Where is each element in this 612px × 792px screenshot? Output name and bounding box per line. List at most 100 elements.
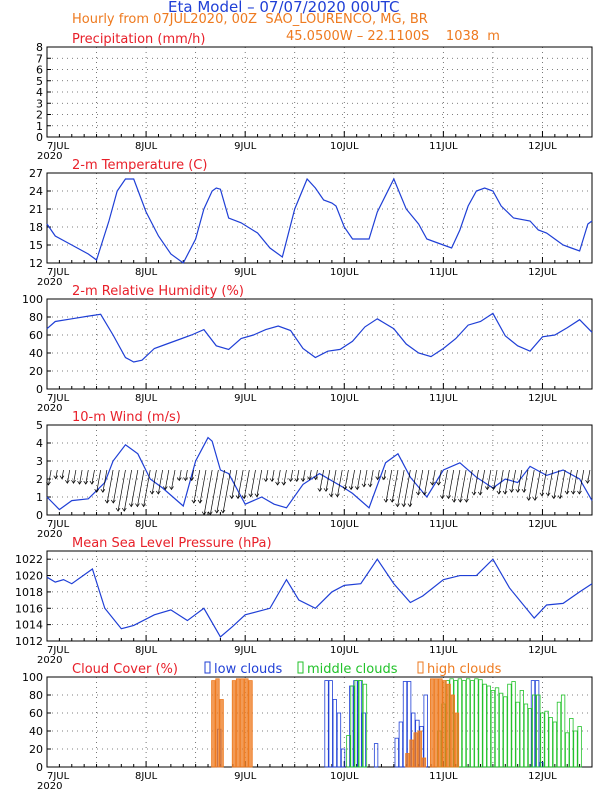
cloud-bar-middle	[515, 701, 520, 768]
wind-arrow-head	[446, 495, 451, 500]
cloud-bar-middle	[544, 710, 549, 768]
y-tick-label: 6	[36, 64, 43, 77]
wind-arrow	[409, 469, 417, 507]
wind-arrow-head	[248, 493, 253, 498]
wind-arrow	[528, 469, 535, 501]
y-tick-label: 4	[36, 437, 43, 450]
cloud-bar-middle	[565, 732, 570, 768]
y-tick-label: 3	[36, 455, 43, 468]
wind-arrow-head	[241, 495, 247, 500]
wind-arrow-head	[104, 499, 110, 504]
wind-arrow	[191, 469, 194, 481]
y-tick-label: 1	[36, 120, 43, 133]
wind-arrow	[164, 469, 170, 490]
wind-arrow	[290, 469, 294, 482]
wind-arrow	[171, 469, 176, 490]
y-tick-label: 1014	[15, 619, 43, 632]
cloud-bar-middle	[474, 678, 479, 768]
y-tick-label: 12	[29, 257, 43, 270]
x-tick-label: 9JUL	[234, 519, 257, 530]
meteogram-subtitle: Hourly from 07JUL2020, 00Z SAO_LOURENCO,…	[72, 12, 428, 27]
y-tick-label: 80	[29, 689, 43, 702]
wind-arrow-head	[361, 483, 367, 488]
station-location: 45.0500W – 22.1100S 1038 m	[286, 29, 500, 44]
y-tick-label: 1018	[15, 586, 43, 599]
y-tick-label: 24	[29, 185, 43, 198]
cloud-bar-middle	[569, 718, 574, 768]
wind-arrow-head	[401, 503, 407, 508]
panel-frame	[46, 172, 593, 264]
cloud-bar-middle	[503, 696, 508, 768]
x-tick-label: 11JUL	[429, 393, 458, 404]
panel-frame	[46, 46, 593, 138]
wind-arrow-head	[348, 486, 354, 491]
y-tick-label: 1012	[15, 635, 43, 648]
panel-title: Mean Sea Level Pressure (hPa)	[72, 536, 272, 551]
cloud-bar-middle	[507, 683, 512, 768]
wind-arrow	[356, 469, 362, 490]
wind-arrow-head	[115, 507, 121, 512]
wind-arrow	[73, 469, 77, 484]
y-tick-label: 15	[29, 239, 43, 252]
legend-label-middle: middle clouds	[307, 662, 398, 677]
legend-swatch-high	[417, 661, 424, 674]
wind-arrow-head	[307, 476, 312, 481]
cloud-bar-middle	[482, 683, 487, 768]
x-tick-label: 9JUL	[234, 771, 257, 782]
cloud-bar-middle	[519, 690, 524, 768]
cloud-bar-middle	[511, 681, 516, 768]
wind-arrow	[553, 469, 560, 499]
wind-arrow-head	[201, 511, 207, 516]
x-tick-label: 11JUL	[429, 141, 458, 152]
wind-arrow	[203, 469, 213, 515]
y-tick-label: 1016	[15, 602, 43, 615]
legend-swatch-middle	[297, 661, 304, 674]
wind-arrow-head	[220, 509, 226, 514]
wind-arrow	[547, 469, 554, 496]
wind-arrow-head	[430, 481, 435, 486]
wind-arrow-head	[121, 507, 127, 512]
wind-arrow	[256, 469, 263, 497]
y-tick-label: 3	[36, 97, 43, 110]
legend-label-low: low clouds	[214, 662, 283, 677]
x-tick-label: 9JUL	[234, 267, 257, 278]
wind-arrow	[237, 469, 244, 499]
cloud-bar-high	[454, 712, 460, 768]
cloud-bar-high	[442, 680, 447, 768]
wind-arrow-head	[564, 490, 570, 495]
cloud-bar-low	[373, 743, 379, 768]
y-tick-label: 21	[29, 203, 43, 216]
cloud-bar-low	[336, 712, 342, 768]
cloud-bar-high	[235, 678, 241, 768]
wind-arrow	[417, 469, 424, 495]
wind-arrow-head	[415, 491, 421, 496]
cloud-bar-middle	[577, 726, 582, 768]
wind-arrow	[391, 469, 399, 503]
wind-arrow-head	[395, 503, 400, 508]
x-tick-label: 10JUL	[330, 393, 359, 404]
wind-arrow	[302, 469, 306, 482]
wind-arrow-head	[263, 478, 269, 483]
wind-arrow-head	[313, 476, 318, 481]
wind-arrow-head	[526, 497, 532, 501]
wind-arrow	[250, 469, 256, 497]
y-tick-label: 0	[36, 131, 43, 144]
wind-arrow	[296, 469, 300, 482]
wind-arrow	[91, 469, 95, 485]
wind-arrow	[363, 469, 368, 487]
x-tick-label: 10JUL	[330, 519, 359, 530]
y-tick-label: 0	[36, 761, 43, 774]
x-tick-label: 7JUL	[47, 267, 70, 278]
cloud-bar-high	[219, 699, 224, 768]
y-tick-label: 40	[29, 725, 43, 738]
wind-arrow-head	[275, 481, 280, 486]
wind-arrow-head	[135, 503, 140, 508]
wind-arrow-head	[485, 486, 490, 491]
wind-arrow	[587, 469, 591, 484]
wind-arrow-head	[169, 486, 174, 491]
y-tick-label: 4	[36, 86, 43, 99]
wind-arrow-head	[375, 476, 380, 481]
wind-arrow	[493, 469, 498, 490]
y-tick-label: 0	[36, 509, 43, 522]
cloud-bar-middle	[490, 690, 496, 768]
